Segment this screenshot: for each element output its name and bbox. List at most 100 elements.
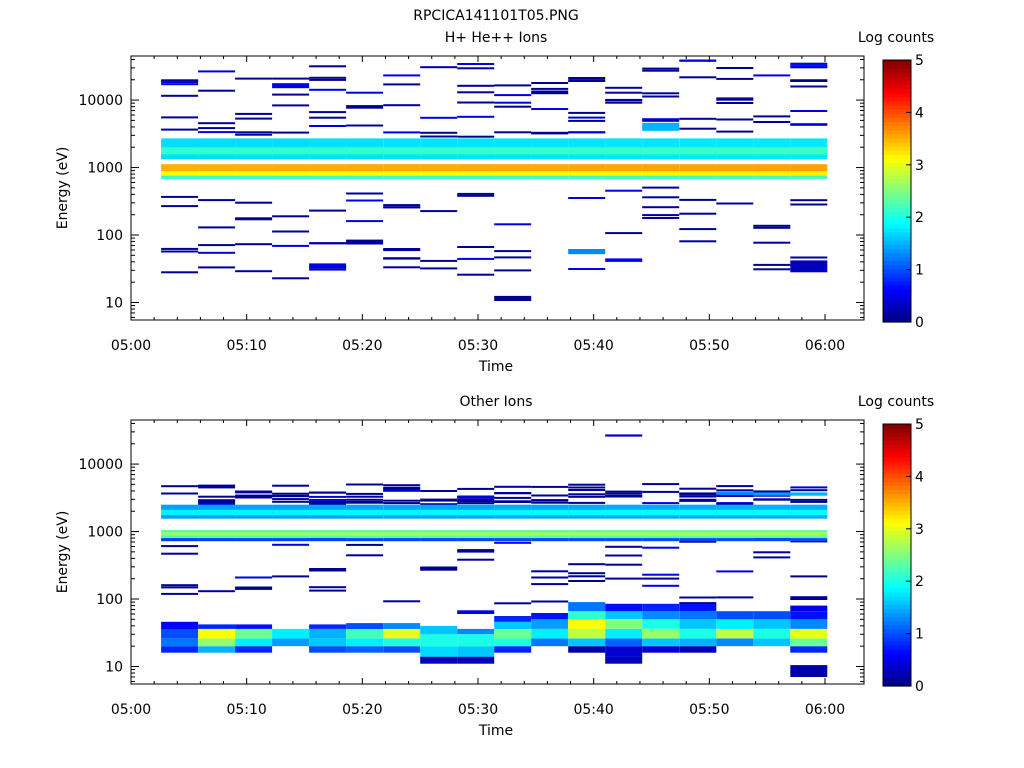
heatmap-cell — [531, 499, 569, 502]
heatmap-cell — [309, 646, 347, 653]
heatmap-cells — [161, 434, 828, 677]
heatmap-cell — [605, 646, 643, 657]
heatmap-cell — [235, 587, 273, 590]
colorbar-segment — [883, 665, 911, 671]
heatmap-cell — [679, 540, 717, 543]
colorbar-segment — [883, 497, 911, 503]
colorbar-segment — [883, 595, 911, 601]
colorbar-segment — [883, 669, 911, 675]
colorbar-segment — [883, 546, 911, 552]
heatmap-cell — [642, 628, 680, 639]
heatmap-cell — [198, 484, 236, 487]
colorbar-segment — [883, 109, 911, 114]
heatmap-cell — [716, 570, 754, 573]
heatmap-cell — [383, 83, 421, 86]
colorbar-segment — [883, 113, 911, 118]
heatmap-cell — [272, 538, 310, 542]
heatmap-cell — [531, 628, 569, 639]
heatmap-cell — [642, 171, 680, 176]
heatmap-cell — [346, 646, 384, 653]
heatmap-cell — [679, 117, 717, 120]
heatmap-cell — [346, 239, 384, 242]
heatmap-cell — [383, 509, 421, 516]
panel-other-ions: Other Ions 05:00 05:10 05:20 05:30 05:40 05:5… — [55, 394, 934, 739]
heatmap-cell — [716, 77, 754, 80]
heatmap-cell — [790, 486, 828, 489]
colorbar-segment — [883, 534, 911, 540]
heatmap-cell — [642, 67, 680, 70]
heatmap-cell — [716, 538, 754, 542]
heatmap-cell — [235, 495, 273, 498]
heatmap-cell — [790, 598, 828, 600]
colorbar-segment — [883, 207, 911, 213]
heatmap-cell — [494, 532, 532, 536]
heatmap-cell — [642, 573, 680, 576]
heatmap-cell — [642, 119, 680, 122]
heatmap-cell — [309, 263, 347, 268]
heatmap-cell — [272, 638, 310, 647]
x-tick-label: 06:00 — [805, 338, 845, 354]
y-tick-label: 10000 — [78, 457, 123, 473]
heatmap-cell — [161, 538, 199, 542]
heatmap-cell — [568, 646, 606, 653]
heatmap-cell — [568, 495, 606, 498]
heatmap-cell — [457, 175, 495, 179]
heatmap-cell — [568, 77, 606, 79]
heatmap-cell — [568, 628, 606, 639]
axes: 05:00 05:10 05:20 05:30 05:40 05:50 06:00 10 100… — [78, 420, 864, 718]
panel-title: H+ He++ Ions — [445, 30, 548, 46]
colorbar-tick-label: 0 — [915, 315, 924, 331]
colorbar-segment — [883, 681, 911, 687]
heatmap-cell — [346, 171, 384, 176]
heatmap-cell — [235, 175, 273, 179]
heatmap-cell — [457, 101, 495, 104]
heatmap-cell — [679, 492, 717, 495]
colorbar-segment — [883, 518, 911, 523]
heatmap-cell — [346, 543, 384, 546]
heatmap-cell — [494, 492, 532, 494]
heatmap-cell — [161, 164, 199, 172]
heatmap-cell — [716, 495, 754, 497]
heatmap-cell — [309, 116, 347, 119]
heatmap-cell — [198, 628, 236, 639]
heatmap-cell — [309, 624, 347, 629]
heatmap-cell — [716, 532, 754, 536]
heatmap-cell — [679, 532, 717, 536]
heatmap-cell — [679, 175, 717, 179]
colorbar-tick-label: 2 — [915, 574, 924, 590]
heatmap-cell — [716, 611, 754, 620]
heatmap-cell — [568, 638, 606, 647]
heatmap-cell — [568, 483, 606, 486]
heatmap-cell — [568, 171, 606, 176]
colorbar-segment — [883, 191, 911, 196]
colorbar-segment — [883, 195, 911, 200]
colorbar-segment — [883, 240, 911, 245]
heatmap-cell — [494, 223, 532, 226]
heatmap-cell — [753, 556, 791, 559]
heatmap-cell — [457, 550, 495, 553]
heatmap-cell — [235, 490, 273, 493]
heatmap-cell — [272, 532, 310, 536]
heatmap-cell — [790, 532, 828, 536]
colorbar-segment — [883, 68, 911, 73]
heatmap-cell — [457, 115, 495, 118]
x-tick-label: 06:00 — [805, 702, 845, 718]
heatmap-cell — [531, 485, 569, 488]
heatmap-cell — [420, 568, 458, 571]
colorbar-segment — [883, 464, 911, 470]
heatmap-cell — [605, 577, 643, 580]
heatmap-cell — [679, 147, 717, 155]
heatmap-cell — [642, 186, 680, 189]
heatmap-cell — [272, 131, 310, 134]
colorbar-segment — [883, 72, 911, 77]
heatmap-cell — [605, 656, 643, 664]
heatmap-cell — [346, 199, 384, 202]
colorbar-segment — [883, 444, 911, 450]
heatmap-cell — [383, 499, 421, 502]
heatmap-cell — [531, 583, 569, 586]
colorbar-segment — [883, 313, 911, 319]
colorbar-segment — [883, 563, 911, 568]
heatmap-cell — [679, 538, 717, 542]
heatmap-cell — [642, 164, 680, 172]
heatmap-cell — [272, 492, 310, 495]
